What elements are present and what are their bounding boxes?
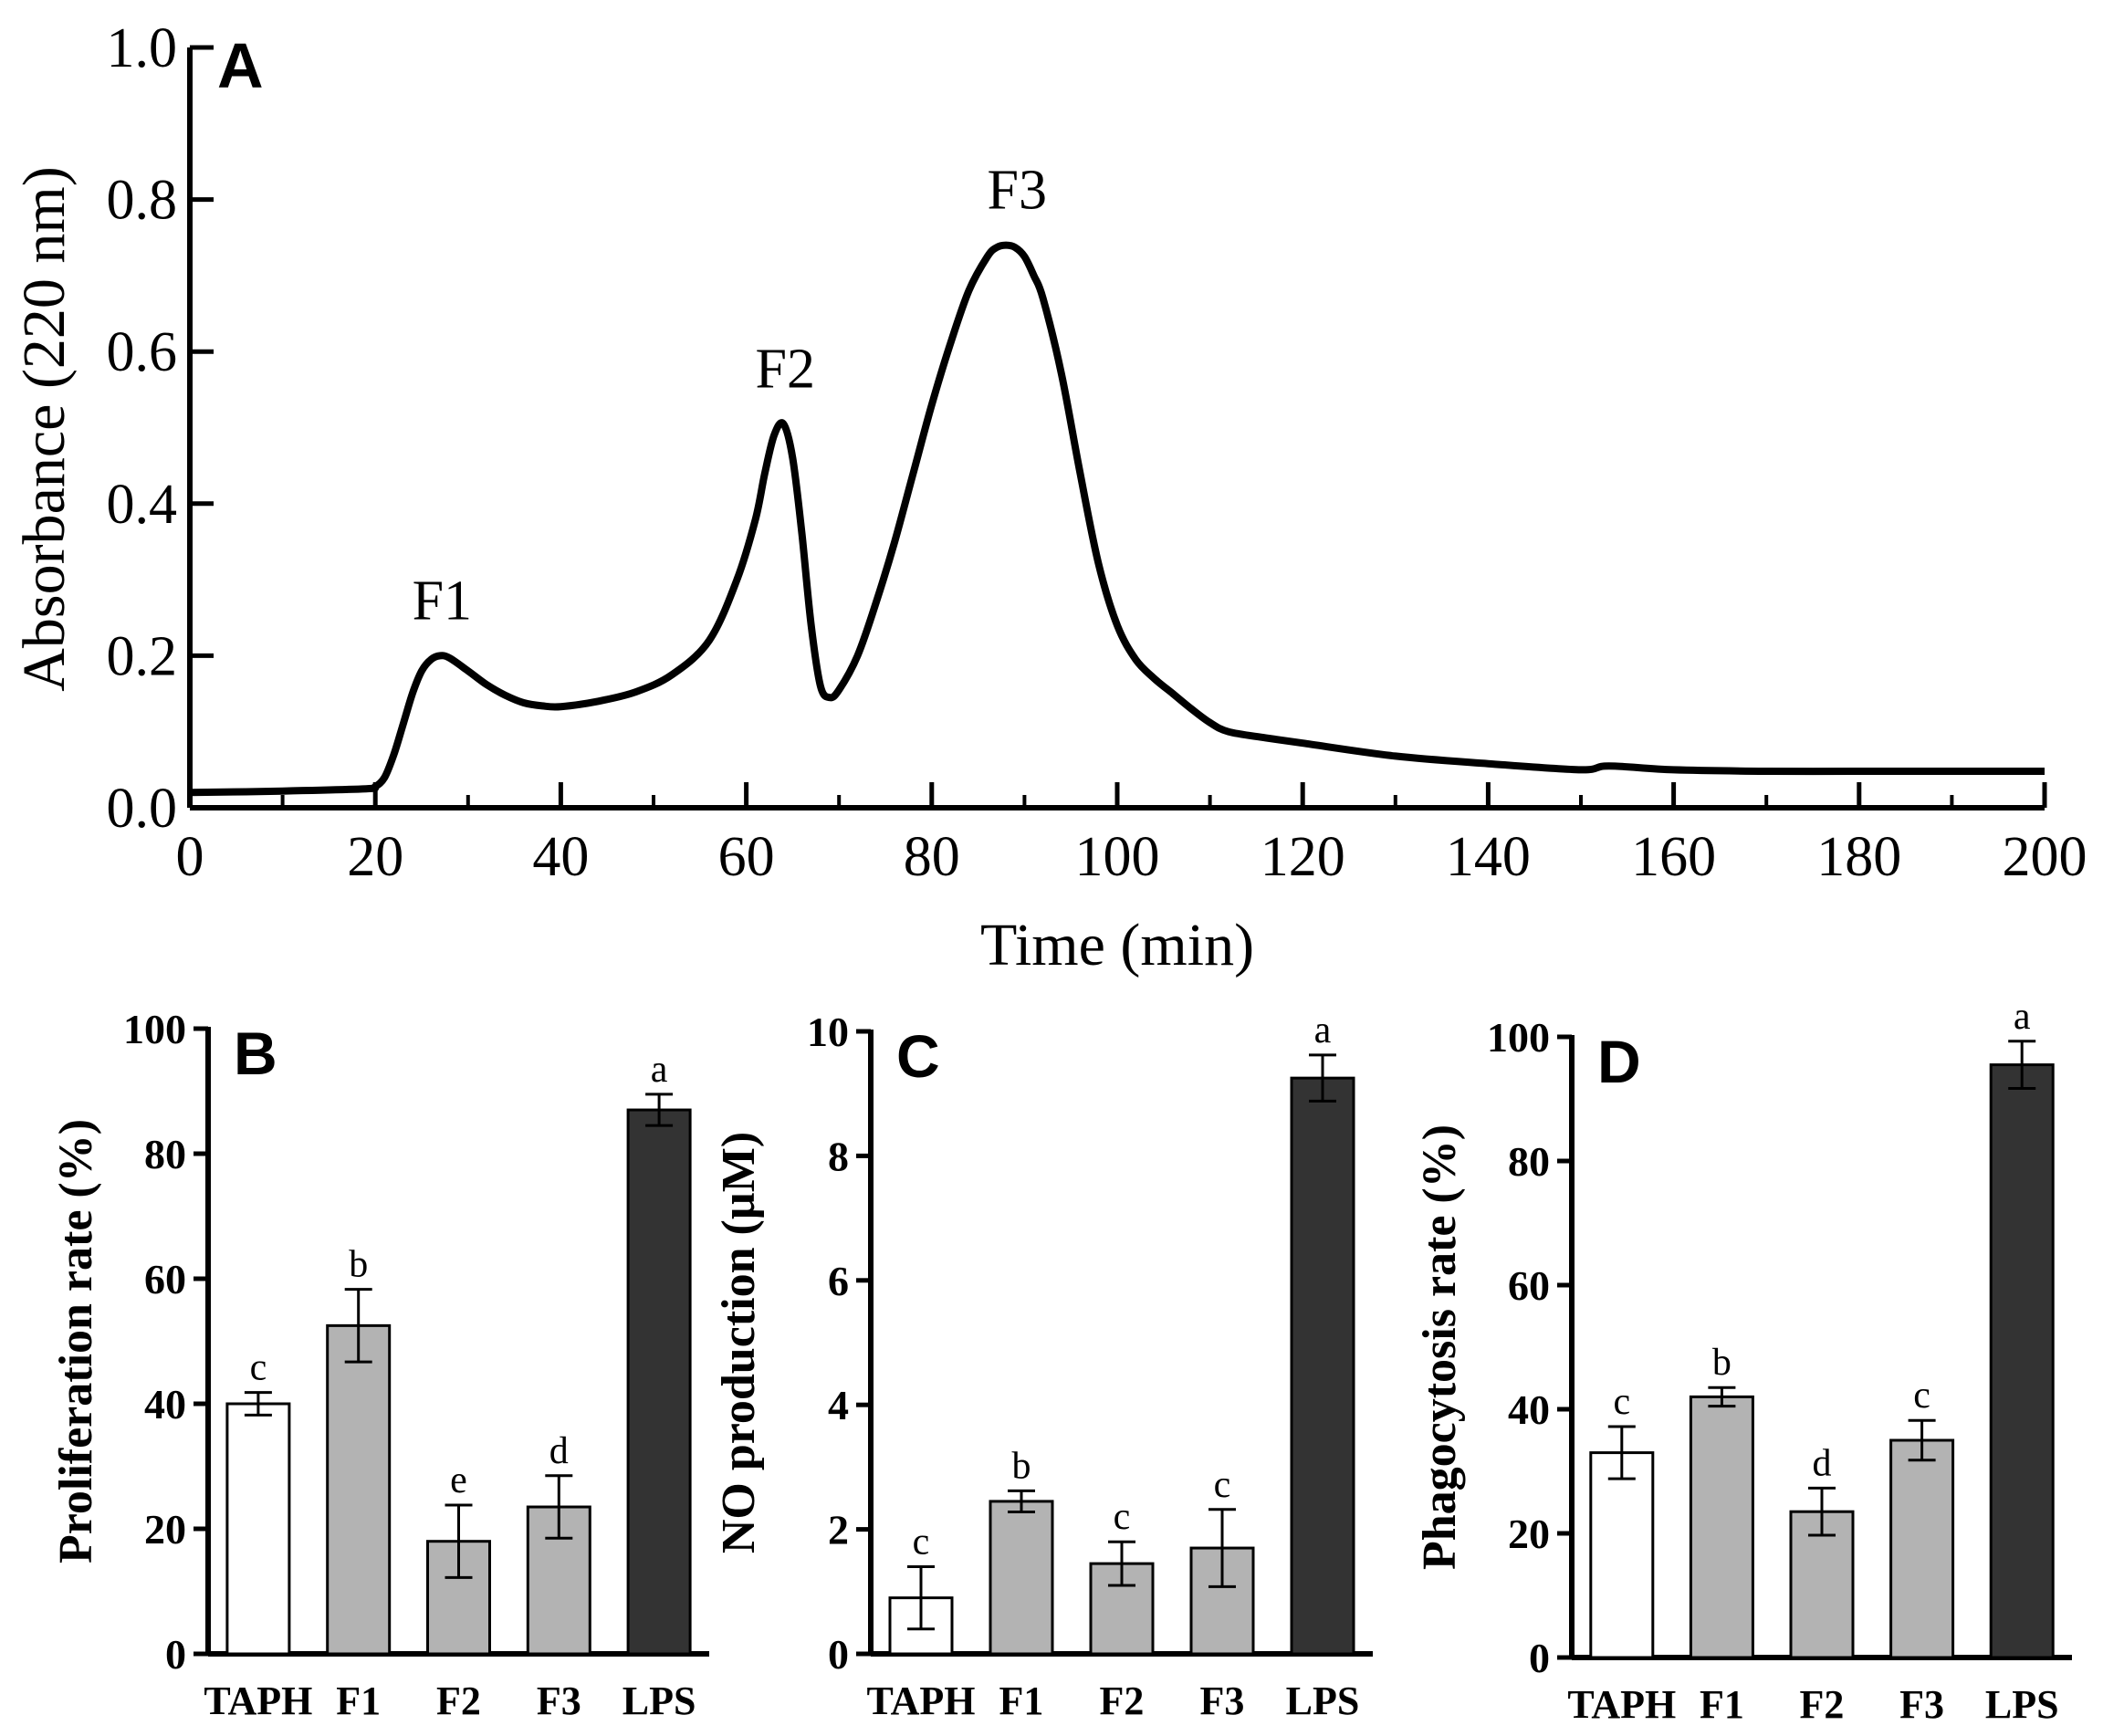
significance-letter: c — [1214, 1464, 1231, 1506]
category-label-taph: TAPH — [1567, 1682, 1676, 1727]
panel-letter-a: A — [217, 30, 264, 101]
peak-label-f3: F3 — [987, 160, 1046, 222]
category-label-f3: F3 — [1200, 1678, 1245, 1723]
bar-f3 — [1889, 1438, 1955, 1659]
significance-letter: b — [1712, 1342, 1732, 1384]
x-tick-label: 20 — [347, 826, 403, 888]
y-tick-label: 100 — [123, 1006, 186, 1052]
category-label-f1: F1 — [1700, 1682, 1744, 1727]
bar-lps — [1989, 1063, 2055, 1659]
significance-letter: d — [1813, 1442, 1832, 1484]
y-tick-label: 4 — [828, 1382, 849, 1428]
y-tick-label: 0.6 — [107, 321, 178, 383]
y-tick-label: 40 — [144, 1381, 186, 1427]
bar-f1 — [989, 1500, 1054, 1656]
category-label-f2: F2 — [436, 1678, 481, 1723]
x-tick-label: 200 — [2003, 826, 2087, 888]
category-label-f3: F3 — [1899, 1682, 1944, 1727]
category-label-f1: F1 — [336, 1678, 381, 1723]
x-tick-label: 140 — [1446, 826, 1531, 888]
y-axis-label: Phagocytosis rate (%) — [1414, 1124, 1466, 1570]
absorbance-series-line — [189, 241, 2045, 797]
y-tick-label: 0.4 — [107, 474, 178, 536]
significance-letter: a — [1314, 1009, 1332, 1051]
category-label-taph: TAPH — [867, 1678, 976, 1723]
x-tick-label: 0 — [176, 826, 204, 888]
y-tick-label: 0.2 — [107, 625, 178, 687]
x-tick-label: 60 — [718, 826, 775, 888]
significance-letter: c — [1613, 1381, 1630, 1423]
y-tick-label: 100 — [1487, 1014, 1550, 1061]
panel-b-proliferation: 0 20 40 60 80 100 Proliferation rate (%) c TAPH b… — [50, 1006, 709, 1723]
panel-letter-b: B — [234, 1020, 277, 1087]
bar-f1 — [1689, 1395, 1754, 1659]
significance-letter: b — [1012, 1445, 1031, 1487]
y-tick-label: 0 — [828, 1631, 849, 1678]
x-tick-label: 100 — [1075, 826, 1160, 888]
category-label-lps: LPS — [1985, 1682, 2059, 1727]
category-label-f1: F1 — [999, 1678, 1044, 1723]
panel-c-no-production: 0 2 4 6 8 10 NO production (µM) c TAPH b F1 c F2 c F3 a… — [713, 1009, 1373, 1723]
x-tick-label: 120 — [1261, 826, 1345, 888]
y-tick-label: 20 — [144, 1506, 186, 1553]
category-label-lps: LPS — [623, 1678, 696, 1723]
significance-letter: c — [913, 1522, 930, 1563]
significance-letter: d — [549, 1430, 569, 1472]
category-label-taph: TAPH — [204, 1678, 312, 1723]
y-tick-label: 10 — [807, 1009, 849, 1055]
panel-letter-c: C — [896, 1022, 940, 1090]
category-label-f2: F2 — [1100, 1678, 1145, 1723]
category-label-lps: LPS — [1286, 1678, 1360, 1723]
panel-letter-d: D — [1597, 1028, 1641, 1095]
y-tick-label: 0 — [165, 1631, 186, 1678]
y-axis-label: Absorbance (220 nm) — [11, 166, 78, 692]
y-tick-label: 0.8 — [107, 170, 178, 232]
significance-letter: b — [349, 1244, 368, 1286]
category-label-f2: F2 — [1800, 1682, 1845, 1727]
y-axis-label: NO production (µM) — [713, 1132, 765, 1553]
y-tick-label: 1.0 — [107, 17, 178, 79]
peak-label-f2: F2 — [755, 338, 814, 400]
x-tick-label: 80 — [904, 826, 960, 888]
y-tick-label: 80 — [1508, 1138, 1550, 1185]
y-tick-label: 60 — [144, 1256, 186, 1302]
y-tick-label: 2 — [828, 1507, 849, 1553]
x-tick-label: 40 — [532, 826, 589, 888]
y-tick-label: 20 — [1508, 1511, 1550, 1557]
bar-lps — [1290, 1076, 1355, 1656]
y-tick-label: 40 — [1508, 1386, 1550, 1433]
y-axis-label: Proliferation rate (%) — [50, 1119, 102, 1563]
panel-a-chromatogram: 0.0 0.2 0.4 0.6 0.8 1.0 0 20 40 60 80 100 120 140 160 1… — [11, 17, 2087, 978]
y-tick-label: 0.0 — [107, 778, 178, 840]
bar-lps — [626, 1108, 692, 1656]
bar-taph — [225, 1402, 291, 1656]
panel-d-phagocytosis: 0 20 40 60 80 100 Phagocytosis rate (%) c TAPH b F… — [1414, 996, 2072, 1727]
significance-letter: c — [1114, 1496, 1131, 1538]
bar-taph — [1589, 1451, 1655, 1659]
y-tick-label: 60 — [1508, 1262, 1550, 1309]
y-tick-label: 0 — [1529, 1635, 1550, 1681]
x-tick-label: 160 — [1631, 826, 1716, 888]
x-tick-label: 180 — [1816, 826, 1901, 888]
significance-letter: a — [2014, 996, 2031, 1038]
significance-letter: c — [1913, 1375, 1930, 1417]
y-tick-label: 8 — [828, 1133, 849, 1179]
category-label-f3: F3 — [537, 1678, 581, 1723]
peak-label-f1: F1 — [413, 570, 472, 632]
significance-letter: a — [651, 1049, 668, 1091]
y-tick-label: 6 — [828, 1258, 849, 1304]
significance-letter: c — [250, 1347, 267, 1389]
x-axis-label: Time (min) — [980, 912, 1254, 978]
y-tick-label: 80 — [144, 1131, 186, 1177]
bar-f1 — [326, 1323, 392, 1656]
significance-letter: e — [450, 1459, 467, 1501]
